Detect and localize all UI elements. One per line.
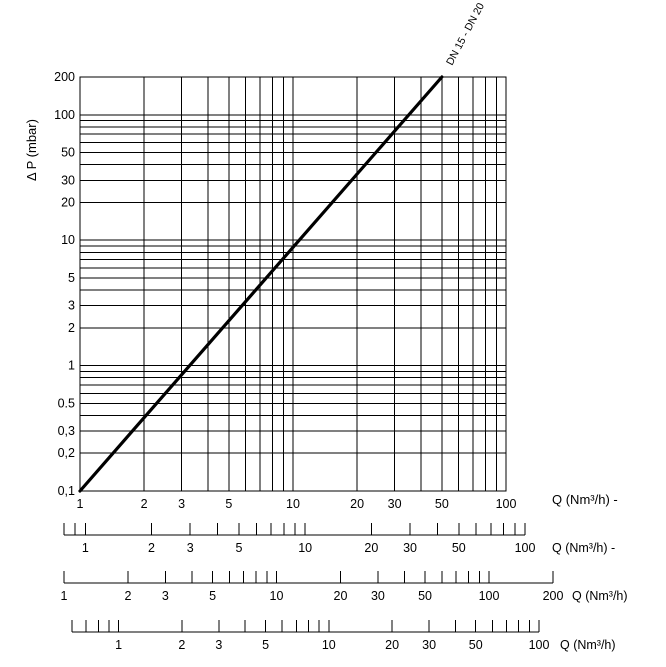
scale-tick-label: 2 [178,638,185,652]
y-tick-label: 20 [61,195,75,209]
scale-tick-label: 3 [162,589,169,603]
y-tick-label: 3 [68,299,75,313]
secondary-scale-2: 1 2 3 5 10 20 30 50 100 200 Q (Nm³/h) [61,571,628,603]
scale-unit-label: Q (Nm³/h) - [552,541,615,555]
scale-tick-label: 20 [364,541,378,555]
y-tick-labels: 200 100 50 30 20 10 5 3 2 1 0.5 0,3 0,2 0,1 [54,70,75,498]
y-tick-label: 10 [61,233,75,247]
scale-tick-label: 5 [262,638,269,652]
scale-tick-label: 50 [452,541,466,555]
scale-tick-label: 2 [124,589,131,603]
x-tick-label: 3 [178,497,185,511]
scale-tick-label: 5 [235,541,242,555]
y-tick-label: 200 [54,70,75,84]
scale-unit-label: Q (Nm³/h) [560,638,616,652]
secondary-scale-1: 1 2 3 5 10 20 30 50 100 Q (Nm³/h) - [63,523,615,555]
x-tick-label: 50 [435,497,449,511]
y-tick-label: 1 [68,359,75,373]
x-tick-label: 30 [388,497,402,511]
x-tick-label: 100 [496,497,517,511]
scale-tick-label: 200 [543,589,564,603]
scale-tick-label: 30 [371,589,385,603]
y-tick-label: 0,2 [58,446,75,460]
curve-layer [78,75,444,493]
y-tick-label: 30 [61,173,75,187]
scale-tick-label: 10 [322,638,336,652]
scale-tick-label: 100 [515,541,536,555]
scale-unit-label: Q (Nm³/h) [572,589,628,603]
x-tick-label: 5 [225,497,232,511]
scale-tick-label: 3 [215,638,222,652]
y-tick-label: 0.5 [58,396,75,410]
x-tick-labels: 1 2 3 5 10 20 30 50 100 [77,497,517,511]
y-tick-label: 50 [61,146,75,160]
scale-tick-label: 20 [385,638,399,652]
scale-tick-label: 10 [270,589,284,603]
scale-tick-label: 20 [334,589,348,603]
scale-tick-label: 30 [422,638,436,652]
y-tick-label: 2 [68,321,75,335]
secondary-scale-3: 1 2 3 5 10 20 30 50 100 Q (Nm³/h) [71,620,616,652]
scale-tick-label: 100 [479,589,500,603]
x-tick-label: 10 [286,497,300,511]
scale-tick-label: 50 [469,638,483,652]
x-axis-label: Q (Nm³/h) - [552,492,618,507]
scale-tick-label: 50 [418,589,432,603]
scale-tick-label: 5 [209,589,216,603]
x-tick-label: 2 [141,497,148,511]
scale-tick-label: 10 [298,541,312,555]
scale-tick-label: 1 [82,541,89,555]
scale-tick-label: 30 [403,541,417,555]
scale-tick-label: 2 [148,541,155,555]
y-tick-label: 0,1 [58,484,75,498]
scale-tick-label: 3 [187,541,194,555]
x-tick-label: 20 [350,497,364,511]
y-tick-label: 0,3 [58,424,75,438]
series-label: DN 15 - DN 20 [444,1,487,68]
grid-layer [79,76,507,492]
scale-tick-label: 1 [115,638,122,652]
series-line [78,75,444,493]
scale-tick-label: 100 [529,638,550,652]
x-tick-label: 1 [77,497,84,511]
y-axis-label: Δ P (mbar) [24,119,39,181]
scale-tick-label: 1 [61,589,68,603]
plot-frame [79,76,507,492]
y-tick-label: 100 [54,108,75,122]
y-tick-label: 5 [68,271,75,285]
